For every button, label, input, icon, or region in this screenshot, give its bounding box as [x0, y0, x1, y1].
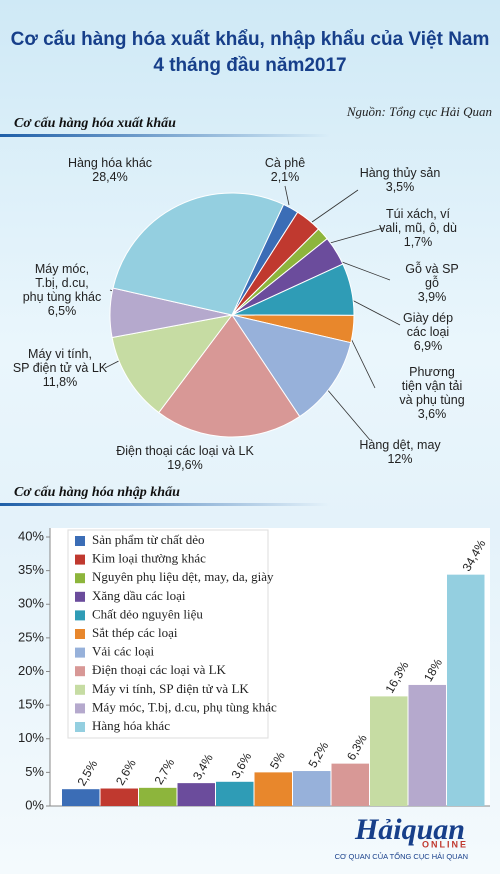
- pie-value-label: 1,7%: [403, 235, 433, 249]
- bar: [139, 787, 177, 806]
- section-rule: [0, 503, 330, 506]
- bar: [254, 772, 292, 806]
- bar: [408, 684, 446, 806]
- section-rule: [0, 134, 330, 137]
- legend-label: Vải các loại: [92, 644, 154, 659]
- pie-slice: [112, 192, 285, 316]
- pie-category: Cà phê: [264, 156, 306, 170]
- y-tick-label: 10%: [18, 730, 44, 745]
- pie-value-label: 19,6%: [167, 458, 203, 472]
- pie-category: Hàng thủy sản: [359, 166, 441, 180]
- legend-swatch: [75, 666, 85, 677]
- pie-label: Máy vi tính, SP điện tử và LK 11,8%: [13, 347, 107, 389]
- pie-category: Điện thoại các loại và LK: [116, 444, 254, 458]
- pie-value-label: 6,9%: [413, 339, 443, 353]
- legend-label: Hàng hóa khác: [92, 718, 170, 733]
- legend-label: Chất dẻo nguyên liệu: [92, 606, 203, 621]
- pie-category: Giày dép các loại: [402, 311, 454, 339]
- bar: [293, 771, 331, 806]
- legend-swatch: [75, 554, 85, 565]
- legend-label: Xăng dầu các loại: [92, 588, 186, 603]
- logo-name: Hảiquan: [354, 813, 465, 846]
- y-tick-label: 15%: [18, 697, 44, 712]
- source: Nguồn: Tổng cục Hải Quan: [346, 104, 492, 119]
- y-tick-label: 25%: [18, 629, 44, 644]
- y-tick-label: 0%: [25, 797, 44, 812]
- logo-tag: ONLINE: [422, 839, 468, 849]
- legend-label: Máy vi tính, SP điện tử và LK: [92, 681, 249, 696]
- legend-swatch: [75, 591, 85, 602]
- pie-value-label: 2,1%: [270, 170, 300, 184]
- pie-value-label: 12%: [387, 452, 413, 466]
- pie-label: Máy móc, T.bị, d.cu, phụ tùng khác 6,5%: [23, 262, 102, 318]
- pie-label: Giày dép các loại 6,9%: [403, 311, 453, 353]
- bar: [62, 789, 100, 806]
- pie-label: Gỗ và SP gỗ 3,9%: [398, 262, 466, 304]
- legend-label: Sản phẩm từ chất dẻo: [92, 532, 204, 547]
- legend-label: Kim loại thường khác: [92, 551, 206, 566]
- legend-label: Điện thoại các loại và LK: [92, 662, 227, 677]
- pie-category: Máy vi tính, SP điện tử và LK: [12, 347, 108, 375]
- bar: [447, 574, 485, 806]
- legend-swatch: [75, 703, 85, 714]
- bar: [100, 788, 138, 806]
- pie-label: Túi xách, ví vali, mũ, ô, dù 1,7%: [379, 207, 457, 249]
- pie-category: Gỗ và SP gỗ: [405, 262, 459, 290]
- bar: [177, 783, 215, 806]
- bar: [216, 781, 254, 806]
- pie-category: Túi xách, ví vali, mũ, ô, dù: [379, 207, 457, 235]
- y-tick-label: 20%: [18, 663, 44, 678]
- y-tick-label: 40%: [18, 528, 44, 543]
- pie-value-label: 6,5%: [47, 304, 77, 318]
- pie-value-label: 3,6%: [417, 407, 447, 421]
- pie-category: Hàng hóa khác: [67, 156, 153, 170]
- section-title: Cơ cấu hàng hóa nhập khẩu: [14, 485, 180, 500]
- y-tick-label: 5%: [25, 764, 44, 779]
- pie-label: Phương tiện vận tải và phụ tùng 3,6%: [398, 365, 466, 421]
- pie-label: Hàng thủy sản 3,5%: [360, 166, 441, 194]
- pie-slice: [230, 314, 352, 418]
- legend-swatch: [75, 536, 85, 546]
- pie-category: Phương tiện vận tải và phụ tùng: [399, 365, 465, 407]
- y-tick-label: 30%: [18, 596, 44, 611]
- pie-slice: [158, 314, 301, 438]
- bar: [331, 763, 369, 806]
- pie-label: Hàng dệt, may 12%: [359, 438, 440, 466]
- pie-category: Máy móc, T.bị, d.cu, phụ tùng khác: [22, 262, 102, 304]
- pie-label: Hàng hóa khác 28,4%: [68, 156, 152, 184]
- pie-value-label: 3,9%: [417, 290, 447, 304]
- logo-subtitle: CƠ QUAN CỦA TỔNG CỤC HẢI QUAN: [335, 852, 468, 861]
- legend-label: Máy móc, T.bị, d.cu, phụ tùng khác: [92, 699, 277, 714]
- legend-swatch: [75, 684, 85, 695]
- pie-category: Hàng dệt, may: [359, 438, 441, 452]
- title-line: Cơ cấu hàng hóa xuất khẩu, nhập khẩu của…: [11, 29, 490, 50]
- legend-swatch: [75, 629, 85, 639]
- title-line: 4 tháng đầu năm2017: [153, 55, 346, 76]
- legend-label: Nguyên phụ liệu dệt, may, da, giày: [92, 569, 274, 584]
- pie-slice: [111, 314, 234, 414]
- pie-value-label: 11,8%: [42, 375, 78, 389]
- legend-swatch: [75, 722, 85, 732]
- section-title: Cơ cấu hàng hóa xuất khẩu: [14, 116, 176, 131]
- legend: [67, 529, 269, 739]
- pie-label: Cà phê 2,1%: [265, 156, 305, 184]
- y-tick-label: 35%: [18, 562, 44, 577]
- legend-swatch: [75, 573, 85, 584]
- pie-value-label: 28,4%: [92, 170, 128, 184]
- legend-label: Sắt thép các loại: [92, 625, 178, 640]
- legend-swatch: [75, 647, 85, 658]
- legend-swatch: [75, 610, 85, 621]
- bar: [370, 696, 408, 806]
- pie-value-label: 3,5%: [385, 180, 415, 194]
- pie-label: Điện thoại các loại và LK 19,6%: [116, 444, 254, 472]
